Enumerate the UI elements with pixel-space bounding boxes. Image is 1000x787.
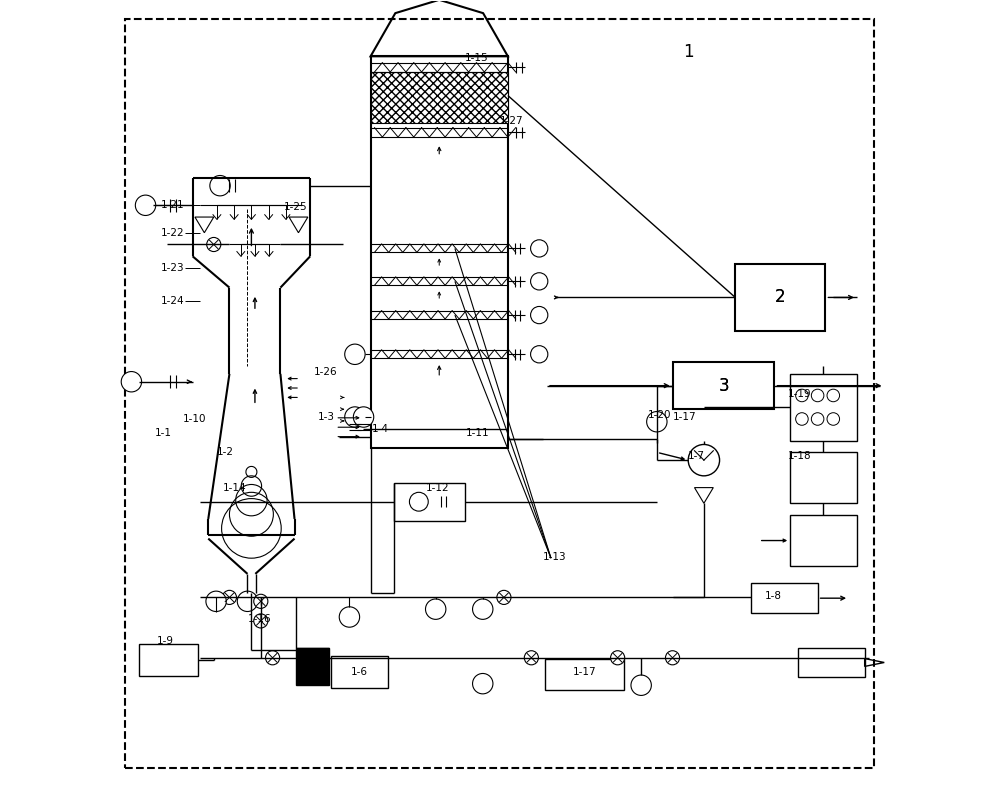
Text: 2: 2 [775,288,786,306]
Text: 1-23: 1-23 [161,263,185,273]
Circle shape [827,390,840,401]
Text: 1: 1 [683,43,694,61]
Circle shape [345,407,365,427]
Circle shape [796,390,808,401]
Text: 1-10: 1-10 [182,414,206,423]
Text: 1-27: 1-27 [500,116,524,126]
Bar [371,57,508,449]
Text: 1-7: 1-7 [688,451,705,461]
Circle shape [207,238,221,252]
Circle shape [811,390,824,401]
Bar [545,659,624,690]
Text: 1-14: 1-14 [223,482,247,493]
Circle shape [647,412,667,432]
Text: 1-4: 1-4 [372,423,389,434]
Bar [798,648,865,678]
Text: 1-3: 1-3 [317,412,334,422]
Text: 1-22: 1-22 [161,227,185,238]
Circle shape [497,590,511,604]
Circle shape [611,651,625,665]
Bar [673,362,774,409]
Circle shape [531,345,548,363]
Text: 1-8: 1-8 [764,591,781,600]
Circle shape [345,344,365,364]
Circle shape [339,607,360,627]
Text: 1-13: 1-13 [543,552,567,562]
Circle shape [206,591,226,611]
Circle shape [665,651,680,665]
Text: 3: 3 [718,377,729,394]
Bar [331,656,388,688]
Circle shape [425,599,446,619]
Bar [139,645,198,676]
Bar [751,583,818,613]
Circle shape [531,240,548,257]
Text: 1-26: 1-26 [314,367,338,376]
Text: 2: 2 [775,288,786,306]
Bar [394,483,465,520]
Text: 1-6: 1-6 [351,667,368,677]
Circle shape [409,493,428,511]
Text: 1-17: 1-17 [573,667,597,677]
Circle shape [222,590,237,604]
Circle shape [237,591,258,611]
Text: 1-16: 1-16 [247,615,271,624]
Text: 1-1: 1-1 [155,427,172,438]
Bar [790,453,857,504]
Circle shape [353,407,374,427]
Circle shape [827,412,840,425]
Circle shape [531,273,548,290]
Text: 1-2: 1-2 [217,447,234,457]
Text: 1-17: 1-17 [672,412,696,422]
Text: 1-15: 1-15 [465,53,488,63]
Circle shape [531,306,548,323]
Text: 1-11: 1-11 [466,427,490,438]
Text: 3: 3 [718,377,729,394]
Text: 1-18: 1-18 [788,451,811,461]
Circle shape [121,371,142,392]
Text: 1-5: 1-5 [297,661,314,671]
Circle shape [473,674,493,694]
Text: 1-24: 1-24 [161,296,185,306]
Text: 1-9: 1-9 [157,636,174,645]
Text: 1-19: 1-19 [788,389,811,398]
Circle shape [688,445,720,476]
Circle shape [631,675,651,696]
Circle shape [254,614,268,628]
Bar [296,648,329,685]
Text: 1-25: 1-25 [284,201,308,212]
Bar [790,374,857,441]
Circle shape [473,599,493,619]
Circle shape [524,651,538,665]
Circle shape [254,594,268,608]
Bar [371,72,508,123]
Bar [735,264,825,331]
Circle shape [811,412,824,425]
Text: 1-12: 1-12 [425,482,449,493]
Text: 1-20: 1-20 [647,411,671,420]
Circle shape [135,195,156,216]
Circle shape [796,412,808,425]
Text: 1-21: 1-21 [161,200,185,210]
Circle shape [266,651,280,665]
Circle shape [210,176,230,196]
Bar [790,515,857,566]
